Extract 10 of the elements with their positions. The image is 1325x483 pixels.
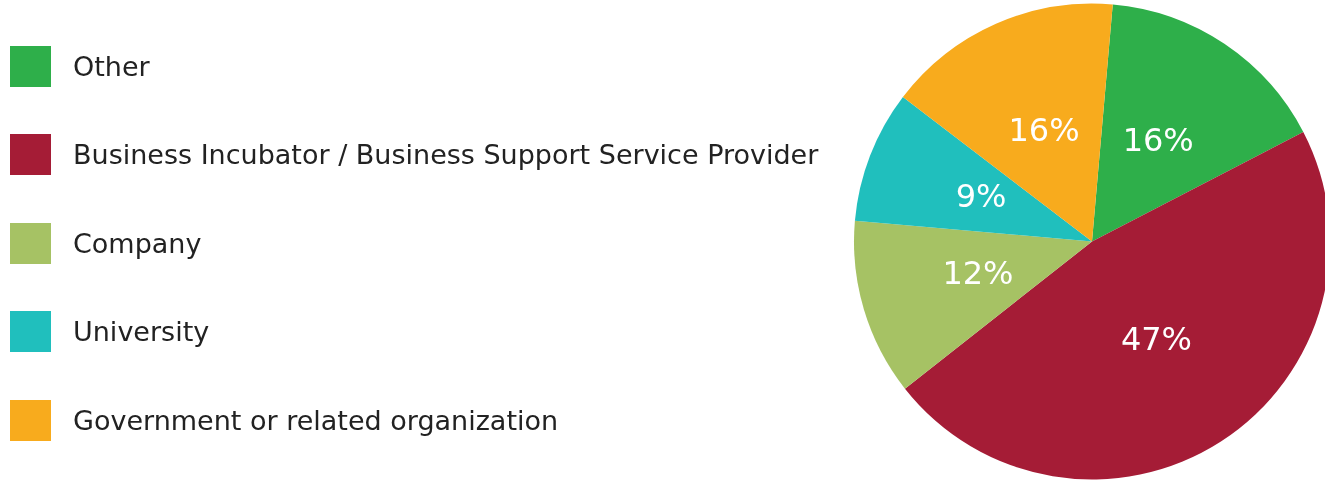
data-label: 12% xyxy=(942,253,1014,292)
data-label: 9% xyxy=(955,176,1007,215)
data-label: 47% xyxy=(1120,319,1193,358)
legend-label: Other xyxy=(73,50,150,82)
legend-label: Business Incubator / Business Support Service Provider xyxy=(73,139,819,171)
legend-label: Government or related organization xyxy=(73,404,559,436)
data-label: 16% xyxy=(1122,120,1194,159)
legend-label: Company xyxy=(73,227,202,259)
data-label: 16% xyxy=(1008,110,1080,149)
legend-label: University xyxy=(73,316,210,348)
